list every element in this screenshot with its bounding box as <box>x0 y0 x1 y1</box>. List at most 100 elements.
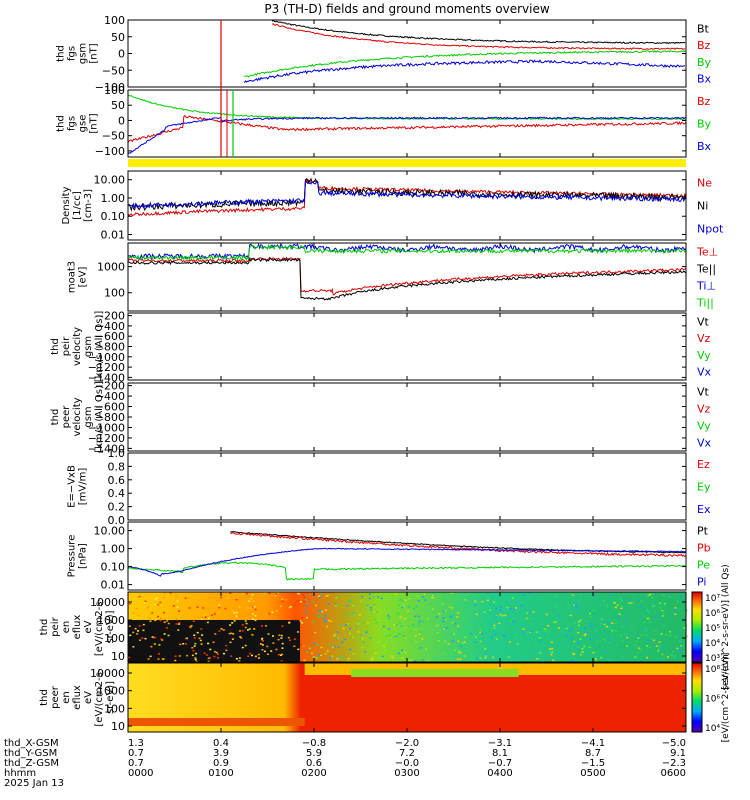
spectrogram-pixel <box>528 621 531 624</box>
x-axis-value: −4.1 <box>581 738 605 749</box>
spectrogram-pixel <box>547 624 550 627</box>
spectrogram-pixel <box>204 616 207 618</box>
spectrogram-pixel <box>457 625 460 627</box>
spectrogram-pixel <box>218 630 221 632</box>
y-axis-label-line: peir <box>50 616 61 636</box>
spectrogram-pixel <box>348 599 351 602</box>
spectrogram-pixel <box>272 635 274 637</box>
x-axis-value: −0.0 <box>395 758 419 769</box>
spectrogram-pixel <box>366 604 369 607</box>
spectrogram-pixel <box>566 635 568 637</box>
y-tick-label: −50 <box>102 64 125 77</box>
spectrogram-pixel <box>603 631 606 633</box>
spectrogram-pixel <box>479 640 482 643</box>
spectrogram-pixel <box>350 614 353 616</box>
spectrogram-pixel <box>254 608 257 611</box>
series-line-Ti|| <box>127 244 687 262</box>
spectrogram-pixel <box>371 612 374 614</box>
spectrogram-pixel <box>192 650 195 652</box>
spectrogram-pixel <box>606 604 609 606</box>
spectrogram-pixel <box>652 593 655 595</box>
x-axis-value: 1.3 <box>128 738 144 749</box>
spectrogram-pixel <box>288 621 291 623</box>
spectrogram-dark-region <box>128 620 301 662</box>
spectrogram-pixel <box>235 611 238 614</box>
spectrogram-pixel <box>416 595 419 597</box>
spectrogram-pixel <box>148 617 151 619</box>
legend-entry-Bt: Bt <box>697 22 710 35</box>
spectrogram-pixel <box>674 636 677 638</box>
y-axis-label-line: peer <box>50 685 61 709</box>
spectrogram-pixel <box>263 594 265 596</box>
spectrogram-pixel <box>250 598 253 600</box>
spectrogram-pixel <box>639 648 641 650</box>
y-axis-label-line: [cm-3] <box>83 189 94 222</box>
spectrogram-pixel <box>620 607 623 610</box>
spectrogram-pixel <box>419 631 422 633</box>
spectrogram-pixel <box>325 595 328 597</box>
spectrogram-pixel <box>185 637 188 640</box>
spectrogram-pixel <box>572 594 575 597</box>
spectrogram-pixel <box>445 649 447 651</box>
spectrogram-pixel <box>415 640 418 643</box>
spectrogram-pixel <box>680 595 683 597</box>
x-axis-row-label: thd_X-GSM <box>4 738 59 749</box>
y-tick-label: −1000 <box>88 421 125 434</box>
spectrogram-pixel <box>450 633 452 635</box>
spectrogram-pixel <box>433 657 436 659</box>
spectrogram-pixel <box>335 597 338 599</box>
spectrogram-pixel <box>337 655 340 658</box>
spectrogram-pixel <box>668 630 671 633</box>
spectrogram-pixel <box>193 637 196 639</box>
spectrogram-pixel <box>459 652 462 654</box>
spectrogram-pixel <box>167 622 170 625</box>
spectrogram-pixel <box>205 613 208 616</box>
spectrogram-pixel <box>463 655 466 657</box>
figure-title: P3 (TH-D) fields and ground moments over… <box>264 2 549 16</box>
spectrogram-pixel <box>648 611 651 614</box>
spectrogram-pixel <box>520 605 523 607</box>
spectrogram-pixel <box>190 625 193 627</box>
spectrogram-pixel <box>208 597 211 599</box>
spectrogram-pixel <box>429 603 431 605</box>
spectrogram-pixel <box>167 634 170 637</box>
spectrogram-pixel <box>678 640 681 643</box>
spectrogram-pixel <box>374 652 377 654</box>
spectrogram-pixel <box>507 605 510 608</box>
spectrogram-pixel <box>609 627 611 630</box>
legend-entry-Bz: Bz <box>697 95 711 108</box>
spectrogram-pixel <box>337 646 340 648</box>
y-tick-label: 10.00 <box>94 525 126 538</box>
spectrogram-pixel <box>563 643 566 646</box>
y-axis-label-line: sr-eV)] <box>105 681 116 714</box>
spectrogram-pixel <box>323 618 326 620</box>
spectrogram-pixel <box>196 606 199 608</box>
spectrogram-pixel <box>218 607 221 609</box>
spectrogram-pixel <box>188 607 191 609</box>
spectrogram-pixel <box>216 599 219 602</box>
spectrogram-pixel <box>203 614 206 617</box>
spectrogram-pixel <box>289 639 291 641</box>
spectrogram-pixel <box>248 600 251 602</box>
spectrogram-pixel <box>344 624 347 626</box>
spectrogram-pixel <box>495 615 498 617</box>
spectrogram-pixel <box>267 633 270 635</box>
spectrogram-pixel <box>474 594 477 596</box>
spectrogram-pixel <box>424 599 427 601</box>
spectrogram-pixel <box>566 604 569 606</box>
spectrogram-pixel <box>318 654 321 656</box>
spectrogram-pixel <box>151 636 154 638</box>
spectrogram-pixel <box>443 628 445 630</box>
spectrogram-pixel <box>534 642 537 644</box>
spectrogram-pixel <box>276 592 279 594</box>
spectrogram-pixel <box>481 644 484 647</box>
spectrogram-pixel <box>275 616 278 619</box>
spectrogram-pixel <box>493 627 496 629</box>
spectrogram-pixel <box>493 624 496 627</box>
spectrogram-pixel <box>679 646 682 649</box>
spectrogram-pixel <box>584 627 586 629</box>
spectrogram-pixel <box>176 618 179 621</box>
spectrogram-band <box>128 718 305 726</box>
spectrogram-pixel <box>279 654 282 656</box>
